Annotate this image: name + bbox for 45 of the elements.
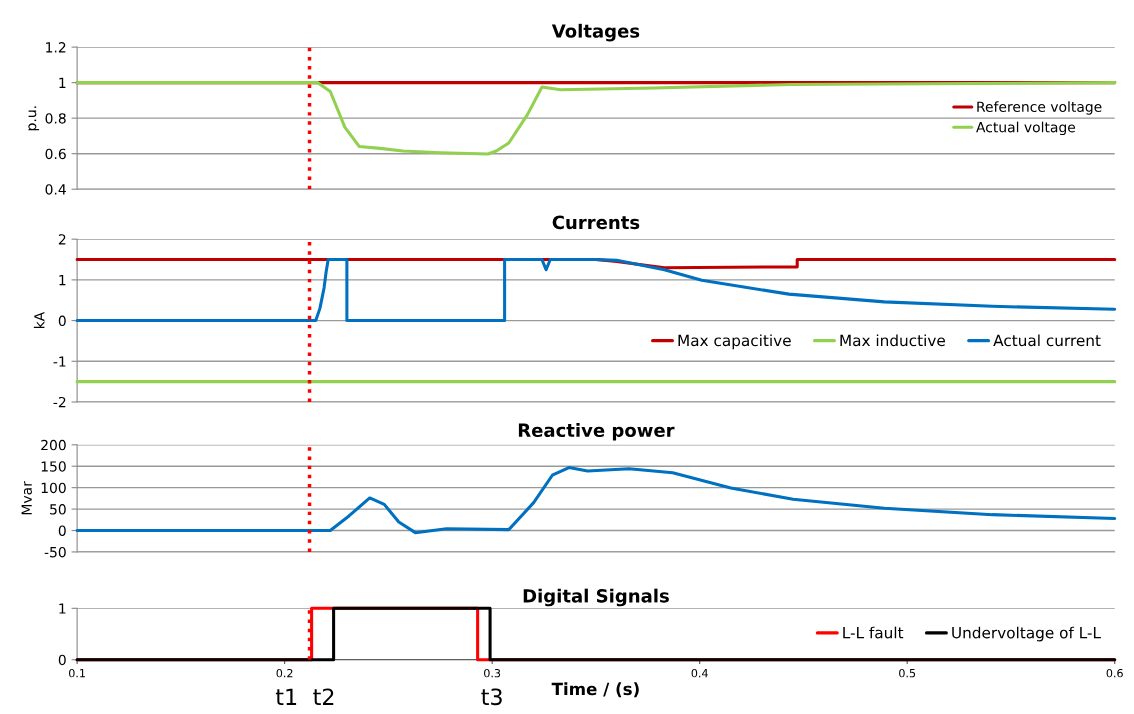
legend-label: Reference voltage [977, 101, 1102, 115]
y-tick-label: 0.6 [45, 148, 66, 160]
y-tick-label: 50 [50, 504, 66, 515]
chart-title: Digital Signals [523, 588, 669, 607]
y-axis-title: Mvar [21, 481, 32, 515]
y-tick-label: 0 [58, 315, 66, 327]
x-tick-label: 0.6 [1106, 668, 1123, 678]
x-tick-label: 0.3 [484, 668, 501, 678]
y-axis-title: p.u. [28, 106, 40, 131]
line-series [75, 258, 1117, 323]
y-tick-label: 100 [41, 482, 66, 494]
x-tick-label: 0.5 [899, 668, 916, 678]
text: t2 [313, 688, 334, 705]
y-tick-label: 0.4 [45, 184, 66, 195]
chart-title: Currents [552, 215, 640, 230]
y-tick-label: 1.2 [46, 42, 66, 53]
y-tick-label: 2 [58, 234, 66, 245]
legend-label: Max capacitive [678, 334, 791, 350]
x-tick-label: 0.4 [691, 668, 708, 678]
y-tick-label: -50 [44, 546, 66, 558]
chart-title: Reactive power [518, 423, 675, 441]
line-series [75, 81, 1117, 156]
legend-label: Actual voltage [976, 121, 1076, 136]
legend-label: L-L fault [843, 626, 904, 639]
y-tick-label: 200 [41, 439, 66, 451]
text: t1 [275, 688, 297, 705]
y-tick-label: 1 [59, 275, 66, 286]
y-tick-label: 0 [58, 654, 66, 666]
legend-label: Undervoltage of L-L [952, 626, 1101, 642]
legend-label: Max inductive [840, 334, 945, 347]
y-tick-label: 1 [59, 603, 66, 614]
y-tick-label: -2 [53, 396, 66, 408]
line-series [75, 466, 1117, 535]
text: t3 [481, 688, 502, 706]
y-tick-label: -1 [53, 356, 66, 367]
y-tick-label: 1 [59, 77, 66, 88]
y-tick-label: 0 [58, 525, 66, 536]
chart-title: Voltages [551, 23, 640, 42]
x-tick-label: 0.1 [69, 668, 85, 678]
legend-label: Actual current [993, 334, 1101, 347]
y-axis-title: kA [33, 311, 45, 329]
y-tick-label: 150 [41, 461, 66, 472]
y-tick-label: 0.8 [45, 113, 66, 124]
x-axis-title: Time / (s) [551, 682, 639, 698]
x-tick-label: 0.2 [276, 668, 293, 678]
